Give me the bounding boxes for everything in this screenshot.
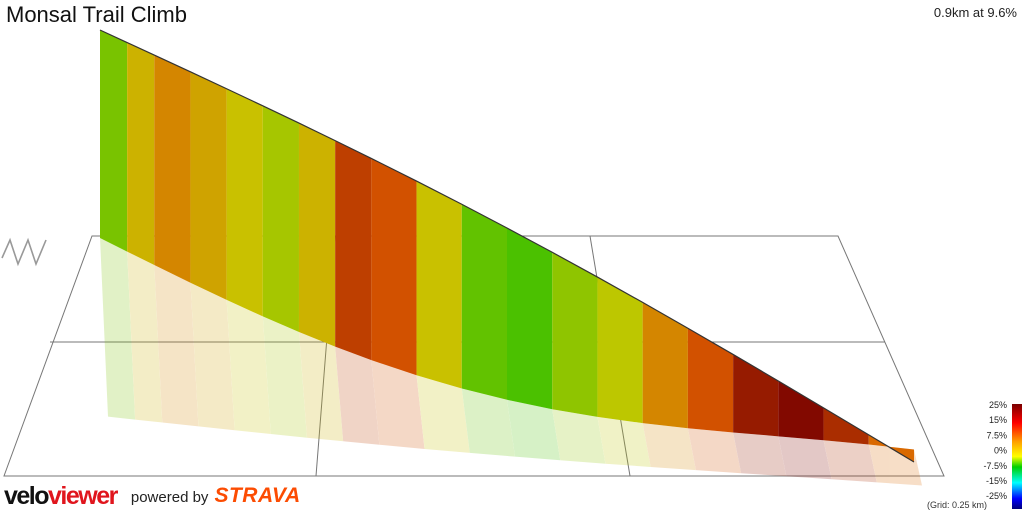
reflection-segment (778, 436, 832, 480)
gradient-segment (507, 228, 553, 410)
reflection-segment (823, 440, 877, 483)
gradient-segment (597, 277, 643, 424)
reflection-segment (262, 316, 307, 438)
reflection-segment (416, 375, 470, 453)
profile-ribbon (100, 30, 914, 462)
profile-top-outline (99, 29, 915, 463)
reflection-segment (597, 416, 651, 467)
profile-reflection (100, 238, 922, 486)
reflection-segment (461, 388, 515, 457)
color-scale-tick: 0% (994, 446, 1007, 456)
reflection-segment (507, 399, 561, 461)
powered-by-label: powered by (130, 489, 209, 506)
gradient-segment (552, 252, 598, 417)
chart-title: Monsal Trail Climb (6, 2, 187, 27)
color-scale-tick: -7.5% (983, 461, 1007, 471)
grid-note: (Grid: 0.25 km) (926, 500, 987, 510)
gradient-segment (416, 181, 462, 389)
reflection-segment (154, 265, 199, 427)
reflection-segment (335, 346, 380, 445)
climb-summary: 0.9km at 9.6% (933, 5, 1017, 20)
color-scale-tick: 7.5% (986, 430, 1007, 440)
gradient-segment (687, 328, 734, 433)
gradient-segment (100, 30, 128, 252)
reflection-segment (298, 332, 344, 442)
reflection-segment (127, 251, 163, 423)
color-scale-labels: 25% 15% 7.5% 0% -7.5% -15% -25% (983, 400, 1007, 501)
reflection-segment (190, 282, 235, 431)
gradient-segment (154, 55, 191, 283)
reflection-segment (687, 428, 742, 474)
gradient-segment (461, 204, 507, 400)
gradient-segment (642, 302, 688, 429)
color-scale-tick: 15% (989, 415, 1007, 425)
reflection-segment (642, 423, 696, 471)
veloviewer-logo-part2[interactable]: viewer (48, 482, 118, 510)
gradient-color-scale (1012, 404, 1022, 509)
color-scale-tick: 25% (989, 400, 1007, 410)
color-scale-tick: -25% (986, 491, 1007, 501)
gradient-segment (190, 71, 227, 300)
veloviewer-logo-part1[interactable]: velo (4, 482, 50, 510)
gradient-segment (778, 381, 824, 441)
gradient-segment (371, 158, 417, 376)
mountain-mark-icon (1, 237, 47, 267)
strava-logo[interactable]: STRAVA (214, 484, 301, 507)
reflection-segment (733, 432, 787, 477)
gradient-segment (127, 42, 155, 266)
gradient-segment (298, 123, 336, 347)
color-scale-tick: -15% (986, 476, 1007, 486)
reflection-segment (371, 360, 425, 449)
reflection-segment (552, 409, 606, 464)
gradient-segment (335, 140, 372, 361)
reflection-segment (226, 299, 271, 435)
reflection-segment (100, 238, 136, 420)
gradient-segment (226, 88, 263, 317)
gradient-segment (733, 354, 779, 437)
footer-branding: velo viewer powered by STRAVA (4, 483, 301, 509)
grid-outline (3, 235, 945, 477)
gradient-segment (823, 407, 869, 445)
gradient-segment (262, 105, 299, 333)
